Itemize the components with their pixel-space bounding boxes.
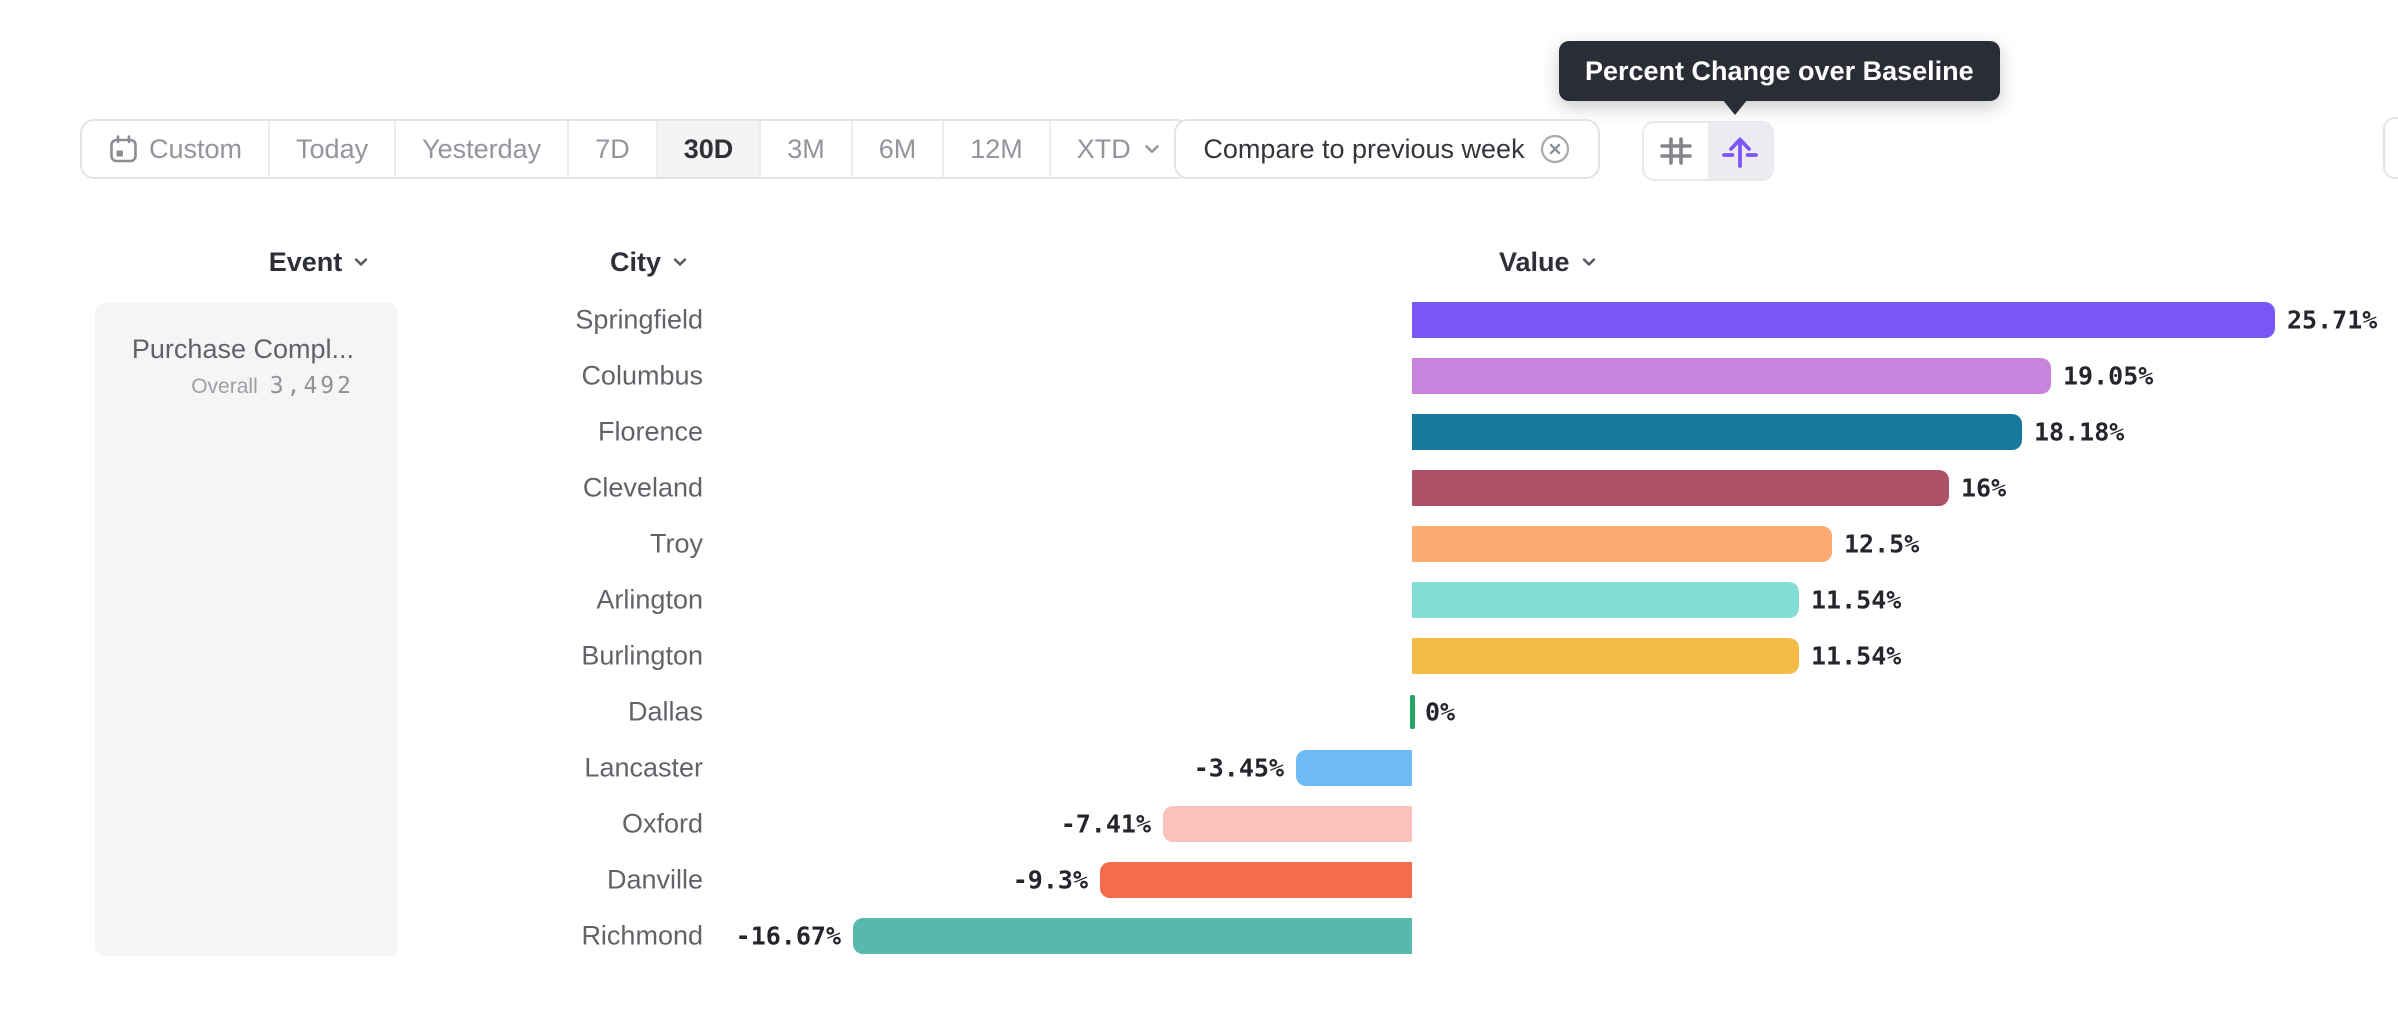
bar-lancaster[interactable]: [1296, 750, 1412, 786]
chevron-down-icon: [1579, 252, 1599, 272]
value-label-richmond: -16.67%: [735, 921, 841, 951]
city-column-header[interactable]: City: [440, 243, 690, 281]
event-overall-label: Overall: [191, 375, 258, 399]
event-title: Purchase Compl...: [131, 334, 354, 364]
bar-arlington[interactable]: [1412, 582, 1799, 618]
bar-burlington[interactable]: [1412, 638, 1799, 674]
value-label-lancaster: -3.45%: [1193, 753, 1284, 783]
bar-columbus[interactable]: [1412, 358, 2051, 394]
city-label-richmond: Richmond: [581, 920, 703, 951]
value-label-oxford: -7.41%: [1060, 809, 1151, 839]
bar-springfield[interactable]: [1412, 302, 2275, 338]
chevron-down-icon: [351, 252, 371, 272]
calendar-icon: [108, 134, 139, 165]
value-label-cleveland: 16%: [1961, 473, 2007, 503]
compare-label: Compare to previous week: [1203, 133, 1525, 164]
date-range-3m[interactable]: 3M: [761, 121, 853, 177]
date-range-xtd[interactable]: XTD: [1051, 121, 1189, 177]
tooltip-text: Percent Change over Baseline: [1585, 55, 1974, 86]
bar-dallas[interactable]: [1410, 695, 1415, 729]
city-label-columbus: Columbus: [581, 360, 703, 391]
value-column-header[interactable]: Value: [1499, 243, 1599, 281]
value-label-florence: 18.18%: [2034, 417, 2125, 447]
chevron-down-icon: [1141, 138, 1163, 160]
percent-change-tooltip: Percent Change over Baseline: [1559, 41, 2000, 115]
bar-danville[interactable]: [1100, 862, 1412, 898]
grid-view-button[interactable]: [1644, 123, 1708, 179]
city-header-label: City: [609, 246, 661, 277]
value-label-troy: 12.5%: [1844, 529, 1920, 559]
event-overall-value: 3,492: [269, 373, 354, 400]
percent-change-view-button[interactable]: [1708, 123, 1772, 179]
city-label-cleveland: Cleveland: [582, 472, 703, 503]
city-label-danville: Danville: [606, 864, 703, 895]
value-label-springfield: 25.71%: [2287, 305, 2378, 335]
date-range-custom[interactable]: Custom: [82, 121, 271, 177]
date-range-12m[interactable]: 12M: [944, 121, 1051, 177]
city-label-florence: Florence: [597, 416, 703, 447]
value-label-columbus: 19.05%: [2063, 361, 2154, 391]
city-label-lancaster: Lancaster: [584, 752, 703, 783]
event-subtitle: Overall 3,492: [115, 373, 354, 399]
clipped-edge-button[interactable]: [2383, 117, 2398, 179]
event-column-header[interactable]: Event: [230, 243, 410, 281]
city-label-springfield: Springfield: [575, 304, 703, 335]
remove-circle-icon[interactable]: [1539, 133, 1571, 165]
value-header-label: Value: [1499, 246, 1570, 277]
chart-view-toggle-group: [1642, 121, 1774, 181]
city-label-arlington: Arlington: [596, 584, 703, 615]
event-card[interactable]: Purchase Compl... Overall 3,492: [95, 303, 398, 956]
date-range-today[interactable]: Today: [270, 121, 397, 177]
event-header-label: Event: [268, 246, 343, 277]
value-label-burlington: 11.54%: [1811, 641, 1902, 671]
city-label-dallas: Dallas: [627, 696, 703, 727]
tooltip-caret: [1722, 99, 1748, 115]
city-label-troy: Troy: [650, 528, 703, 559]
value-label-dallas: 0%: [1425, 697, 1456, 727]
bar-troy[interactable]: [1412, 526, 1832, 562]
city-label-burlington: Burlington: [581, 640, 703, 671]
date-range-yesterday[interactable]: Yesterday: [396, 121, 570, 177]
value-label-arlington: 11.54%: [1811, 585, 1902, 615]
chevron-down-icon: [670, 252, 690, 272]
date-range-30d[interactable]: 30D: [657, 121, 762, 177]
value-label-danville: -9.3%: [1012, 865, 1088, 895]
bar-richmond[interactable]: [853, 918, 1412, 954]
bar-florence[interactable]: [1412, 414, 2022, 450]
date-range-toolbar: Custom Today Yesterday 7D 30D 3M 6M 12M XTD: [80, 119, 1191, 179]
date-range-6m[interactable]: 6M: [853, 121, 945, 177]
compare-to-previous-week-button[interactable]: Compare to previous week: [1174, 119, 1600, 179]
grid-icon: [1657, 132, 1695, 170]
percent-change-baseline-icon: [1719, 130, 1761, 172]
date-range-7d[interactable]: 7D: [569, 121, 658, 177]
bar-cleveland[interactable]: [1412, 470, 1949, 506]
bar-oxford[interactable]: [1163, 806, 1412, 842]
city-label-oxford: Oxford: [621, 808, 703, 839]
